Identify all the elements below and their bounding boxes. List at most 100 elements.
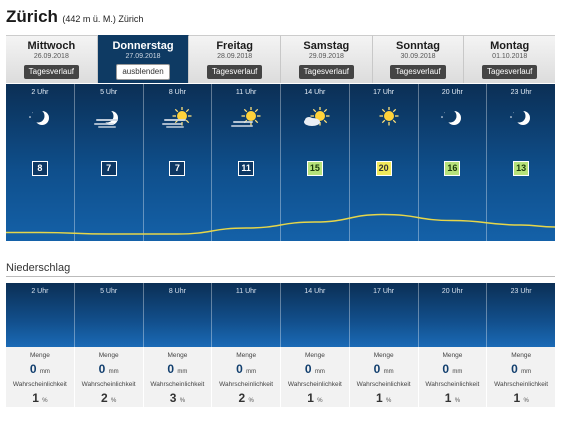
amount-label: Menge [29, 352, 50, 359]
sun-fog-icon [162, 107, 192, 128]
precip-stat-column: Menge 0 mm Wahrscheinlichkeit 1 % [349, 347, 419, 408]
hour-label: 8 Uhr [168, 288, 186, 295]
precip-stat-column: Menge 0 mm Wahrscheinlichkeit 3 % [143, 347, 213, 407]
temperature-value: 16 [444, 161, 461, 176]
hour-column: 23 Uhr 13 [487, 84, 555, 241]
tab-date: 01.10.2018 [492, 53, 528, 60]
precip-hour-column: 8 Uhr [144, 283, 213, 347]
tagesverlauf-button[interactable]: Tagesverlauf [207, 65, 263, 79]
precip-stat-column: Menge 0 mm Wahrscheinlichkeit 1 % [6, 347, 75, 407]
probability-unit: % [385, 398, 392, 404]
probability-number: 1 [375, 391, 383, 405]
location-detail: (442 m ü. M.) Zürich [62, 14, 144, 24]
probability-number: 1 [307, 391, 314, 405]
amount-label: Menge [373, 352, 394, 359]
probability-unit: % [110, 398, 117, 404]
tab-donnerstag[interactable]: Donnerstag 27.09.2018 ausblenden [97, 35, 190, 83]
tagesverlauf-button[interactable]: Tagesverlauf [390, 65, 446, 79]
amount-unit: mm [177, 369, 188, 375]
probability-number: 1 [444, 391, 452, 405]
precip-hour-column: 17 Uhr [350, 283, 419, 347]
amount-value: 0 mm [419, 362, 487, 379]
hour-label: 5 Uhr [100, 89, 118, 96]
probability-number: 1 [32, 391, 39, 405]
tab-freitag[interactable]: Freitag 28.09.2018 Tagesverlauf [189, 35, 282, 83]
hour-label: 5 Uhr [100, 288, 118, 295]
precip-stat-column: Menge 0 mm Wahrscheinlichkeit 2 % [74, 347, 144, 407]
amount-unit: mm [383, 369, 394, 375]
divider [6, 276, 555, 277]
precip-hour-column: 23 Uhr [487, 283, 555, 347]
tab-samstag[interactable]: Samstag 29.09.2018 Tagesverlauf [281, 35, 373, 83]
hour-column: 14 Uhr 15 [281, 84, 350, 241]
tagesverlauf-button[interactable]: Tagesverlauf [482, 65, 538, 79]
amount-number: 0 [167, 362, 175, 376]
probability-label: Wahrscheinlichkeit [356, 381, 411, 388]
location-name: Zürich [6, 7, 58, 26]
precip-hour-column: 11 Uhr [212, 283, 281, 347]
sun-haze-icon [231, 107, 261, 127]
hour-column: 20 Uhr 16 [419, 84, 488, 241]
hour-label: 17 Uhr [373, 288, 395, 295]
tab-date: 28.09.2018 [217, 53, 253, 60]
probability-value: 1 % [350, 391, 418, 408]
amount-label: Menge [98, 352, 119, 359]
amount-unit: mm [39, 369, 50, 375]
amount-number: 0 [442, 362, 450, 376]
precip-hour-column: 2 Uhr [6, 283, 75, 347]
amount-value: 0 mm [144, 362, 212, 379]
amount-unit: mm [108, 369, 119, 375]
hour-label: 2 Uhr [31, 89, 49, 96]
moon-clear-icon [29, 109, 49, 125]
probability-number: 3 [169, 391, 177, 405]
tab-sonntag[interactable]: Sonntag 30.09.2018 Tagesverlauf [372, 35, 465, 83]
amount-value: 0 mm [6, 362, 74, 379]
amount-label: Menge [236, 352, 257, 359]
tab-montag[interactable]: Montag 01.10.2018 Tagesverlauf [464, 35, 556, 83]
probability-label: Wahrscheinlichkeit [219, 381, 274, 388]
precip-stat-column: Menge 0 mm Wahrscheinlichkeit 1 % [487, 347, 555, 407]
tab-mittwoch[interactable]: Mittwoch 26.09.2018 Tagesverlauf [6, 35, 98, 83]
probability-label: Wahrscheinlichkeit [81, 381, 136, 388]
precip-stat-column: Menge 0 mm Wahrscheinlichkeit 2 % [212, 347, 281, 407]
sun-clear-icon [379, 107, 399, 126]
hour-column: 11 Uhr 11 [212, 84, 281, 241]
amount-value: 0 mm [281, 362, 349, 379]
tab-day: Donnerstag [112, 40, 174, 52]
probability-unit: % [317, 398, 323, 404]
probability-value: 1 % [281, 391, 349, 408]
probability-value: 1 % [487, 391, 555, 408]
probability-value: 2 % [212, 391, 280, 408]
hour-column: 17 Uhr 20 [350, 84, 419, 241]
temperature-value: 7 [100, 161, 117, 176]
probability-label: Wahrscheinlichkeit [150, 381, 205, 388]
amount-value: 0 mm [212, 362, 280, 379]
tab-date: 26.09.2018 [33, 53, 69, 60]
temperature-value: 7 [169, 161, 186, 176]
amount-number: 0 [511, 362, 518, 376]
moon-fog-icon [93, 109, 118, 128]
hourly-forecast-panel: 2 Uhr 8 5 Uhr 7 8 Uhr 7 11 Uhr 11 14 Uhr 15 17 Uhr… [6, 84, 555, 241]
hour-label: 14 Uhr [304, 89, 326, 96]
hour-label: 14 Uhr [304, 288, 326, 295]
amount-value: 0 mm [75, 362, 143, 379]
precip-hour-column: 5 Uhr [75, 283, 144, 347]
hour-label: 11 Uhr [235, 288, 257, 295]
moon-clear-icon [441, 109, 462, 125]
amount-label: Menge [511, 352, 532, 359]
temperature-value: 20 [375, 161, 392, 176]
tab-day: Montag [490, 40, 530, 52]
probability-number: 2 [100, 391, 108, 405]
amount-label: Menge [304, 352, 325, 359]
temperature-value: 13 [513, 161, 530, 176]
tab-date: 29.09.2018 [308, 53, 344, 60]
tagesverlauf-button[interactable]: Tagesverlauf [23, 65, 80, 79]
tab-day: Sonntag [396, 40, 441, 52]
tagesverlauf-button[interactable]: Tagesverlauf [298, 65, 355, 79]
amount-unit: mm [521, 369, 532, 375]
precip-stat-column: Menge 0 mm Wahrscheinlichkeit 1 % [281, 347, 350, 407]
precipitation-stats: Menge 0 mm Wahrscheinlichkeit 1 % Menge 0 mm W… [6, 347, 555, 407]
ausblenden-button[interactable]: ausblenden [116, 64, 170, 80]
probability-number: 1 [513, 391, 521, 405]
probability-value: 1 % [6, 391, 74, 408]
